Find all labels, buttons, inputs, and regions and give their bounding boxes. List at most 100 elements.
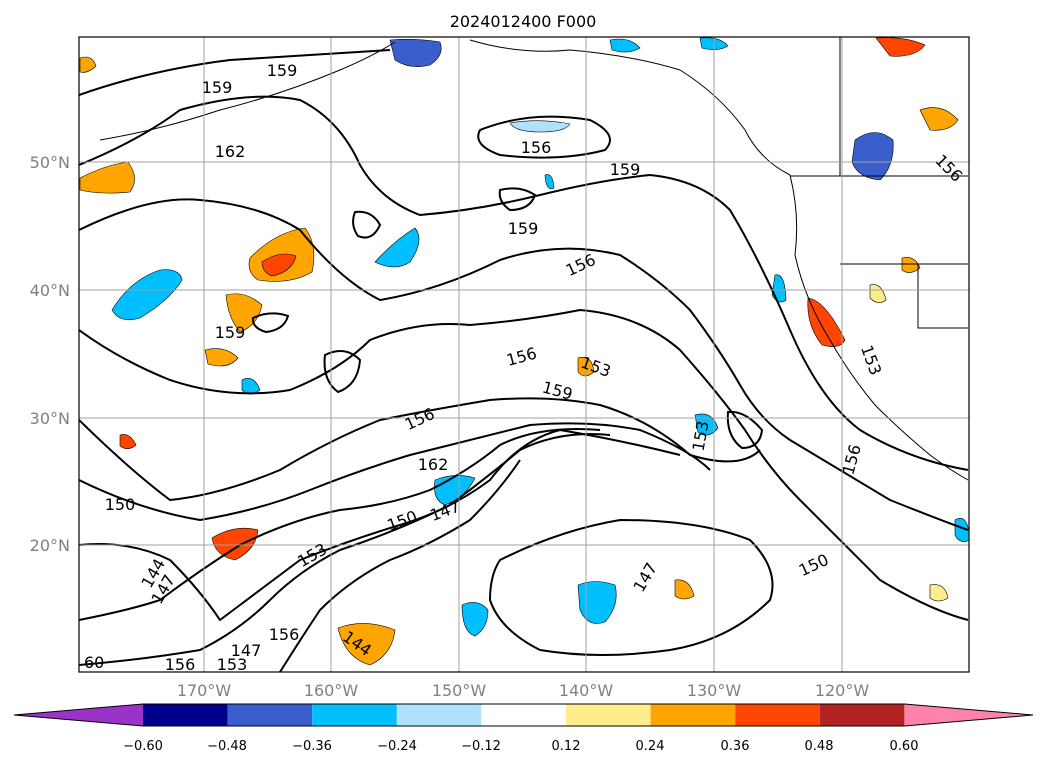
map-panel: 159 159 162 156 159 159 156 159 156 153 … [79, 37, 969, 674]
blue-patch [111, 269, 183, 321]
lat-label: 40°N [30, 281, 70, 300]
shaded-fields [79, 37, 969, 666]
lat-label: 20°N [30, 536, 70, 555]
contour-line [79, 433, 611, 666]
contour-line [488, 518, 774, 656]
colorbar-tick-label: −0.48 [207, 739, 247, 754]
colorbar-segment [904, 704, 1033, 726]
contour-line [79, 428, 601, 621]
blue-patch [694, 413, 719, 436]
colorbar-segment [143, 704, 228, 726]
contour-line [79, 49, 391, 96]
contour-label: 159 [508, 219, 539, 238]
contour-label: 156 [521, 138, 552, 157]
colorbar-outline [13, 703, 1034, 727]
contour-line [79, 422, 711, 522]
latitude-labels: 50°N 40°N 30°N 20°N [30, 153, 70, 555]
map-frame [78, 36, 970, 673]
contour-label: 162 [215, 142, 246, 161]
colorbar-segment [650, 704, 736, 726]
blue-patch [374, 227, 420, 268]
orange-patch [211, 527, 259, 561]
orange-patch [204, 348, 239, 367]
contours [79, 49, 969, 672]
orange-patch [807, 297, 846, 347]
blue-patch [461, 602, 489, 637]
lat-label: 30°N [30, 409, 70, 428]
contour-line [79, 397, 761, 502]
orange-patch [919, 107, 959, 131]
contour-line [726, 410, 764, 450]
colorbar-segment [14, 704, 143, 726]
colorbar-segment [227, 704, 313, 726]
colorbar-tick-label: 0.36 [721, 739, 750, 754]
longitude-labels: 170°W 160°W 150°W 140°W 130°W 120°W [177, 681, 870, 700]
contour-label: 156 [269, 625, 300, 644]
gridlines [79, 37, 969, 672]
contour-label: 159 [215, 323, 246, 342]
orange-patch [79, 56, 97, 73]
blue-patch [577, 581, 617, 624]
contour-label: 162 [418, 455, 449, 474]
blue-patch [389, 39, 442, 67]
lon-label: 160°W [304, 681, 359, 700]
map-title: 2024012400 F000 [450, 12, 597, 31]
colorbar [13, 703, 1034, 727]
orange-patch [79, 161, 135, 194]
contour-line [323, 350, 362, 394]
contour-line [477, 115, 611, 159]
colorbar-segment [735, 704, 820, 726]
red-patch [119, 434, 137, 450]
contour-line [79, 308, 969, 621]
contour-label: 147 [231, 641, 262, 660]
lon-label: 150°W [432, 681, 487, 700]
state-border [840, 263, 968, 329]
lon-label: 120°W [815, 681, 870, 700]
colorbar-tick-label: 0.12 [552, 739, 581, 754]
lon-label: 170°W [177, 681, 232, 700]
yellow-patch [869, 284, 887, 303]
blue-patch [544, 174, 555, 189]
colorbar-tick-label: −0.60 [123, 739, 163, 754]
colorbar-segment [566, 704, 651, 726]
orange-patch [674, 579, 695, 600]
orange-patch [875, 37, 926, 57]
yellow-patch [929, 584, 949, 602]
contour-label: 159 [202, 78, 233, 97]
contour-line [352, 210, 382, 239]
colorbar-tick-label: 0.60 [890, 739, 919, 754]
blue-patch [954, 517, 969, 542]
contour-label: 159 [267, 61, 298, 80]
blue-patch [851, 132, 894, 181]
colorbar-tick-label: 0.24 [636, 739, 665, 754]
orange-patch [337, 623, 396, 666]
colorbar-tick-label: −0.36 [292, 739, 332, 754]
contour-label: 60 [84, 653, 104, 672]
blue-patch [509, 120, 571, 133]
blue-patch [609, 38, 641, 53]
colorbar-segment [819, 704, 905, 726]
contour-labels: 159 159 162 156 159 159 156 159 156 153 … [84, 61, 966, 674]
lat-label: 50°N [30, 153, 70, 172]
contour-label: 150 [105, 495, 136, 514]
colorbar-segment [396, 704, 482, 726]
orange-patch [901, 257, 921, 273]
contour-label: 153 [217, 655, 248, 674]
red-patch [261, 253, 297, 277]
colorbar-tick-label: 0.48 [805, 739, 834, 754]
lon-label: 140°W [559, 681, 614, 700]
colorbar-segment [312, 704, 397, 726]
coastline [469, 39, 791, 176]
contour-line [498, 187, 537, 212]
contour-line [251, 312, 290, 334]
contour-label: 159 [610, 160, 641, 179]
lon-label: 130°W [687, 681, 742, 700]
contour-label: 156 [165, 655, 196, 674]
contour-line [79, 95, 969, 471]
colorbar-segment [481, 704, 566, 726]
contour-line [279, 459, 521, 672]
colorbar-tick-label: −0.12 [461, 739, 501, 754]
colorbar-ticks: −0.60 −0.48 −0.36 −0.24 −0.12 0.12 0.24 … [123, 739, 918, 754]
coastline [789, 174, 969, 481]
